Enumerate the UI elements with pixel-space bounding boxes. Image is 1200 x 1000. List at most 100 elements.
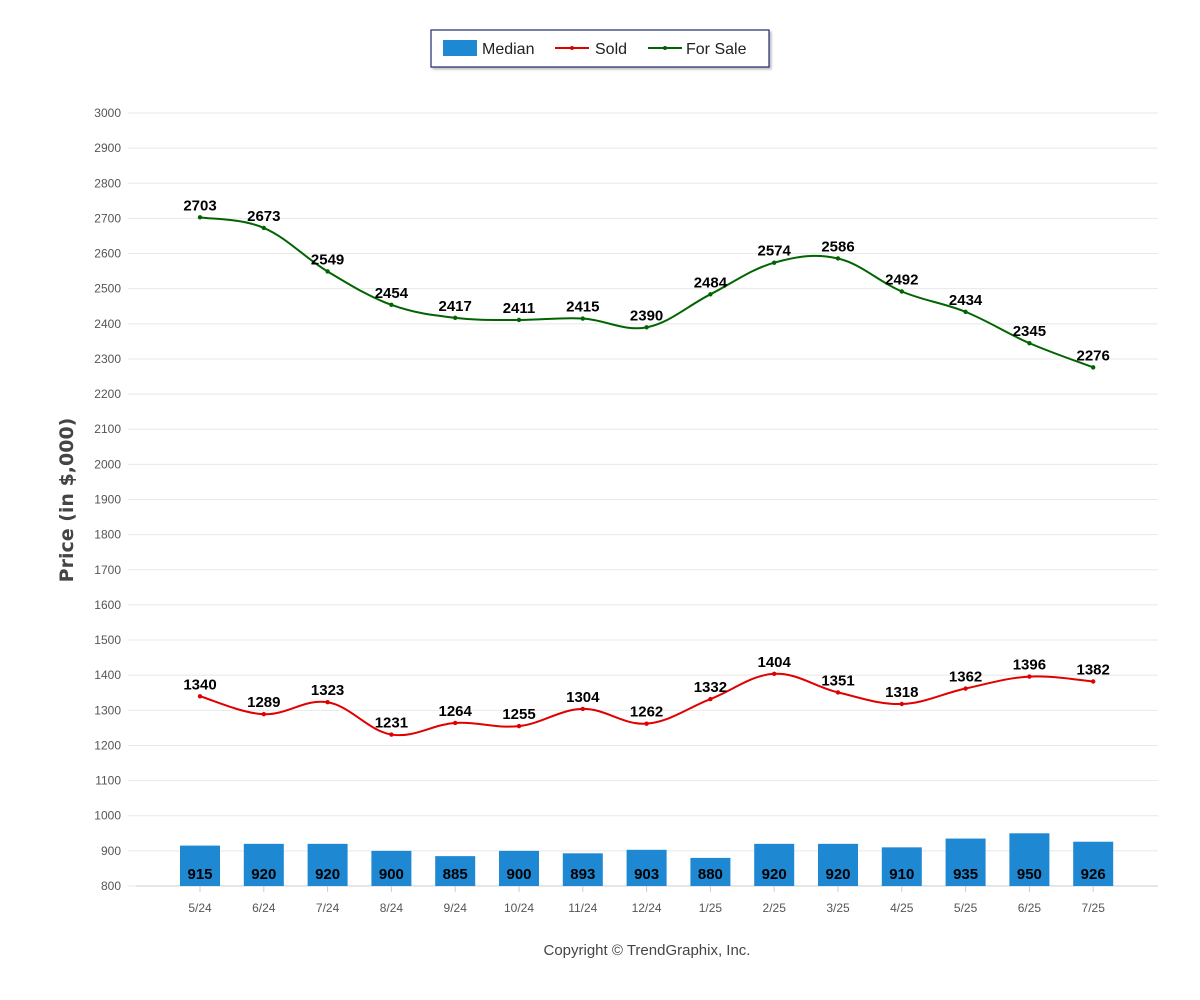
sold-data-label: 1362 (949, 669, 982, 686)
legend-label-median: Median (482, 41, 534, 58)
for-sale-point (261, 225, 266, 231)
median-bar (562, 853, 603, 886)
y-tick-label: 2600 (94, 247, 121, 261)
x-tick-label: 9/24 (444, 901, 468, 915)
x-tick-label: 5/25 (954, 901, 978, 915)
for-sale-data-label: 2549 (311, 251, 344, 268)
sold-point (1027, 674, 1032, 679)
sold-data-label: 1255 (502, 706, 535, 723)
median-data-label: 903 (634, 866, 659, 883)
sold-data-label: 1323 (311, 682, 344, 699)
median-data-label: 920 (762, 866, 787, 883)
y-tick-label: 900 (101, 844, 121, 858)
for-sale-point (708, 292, 713, 297)
for-sale-data-label: 2276 (1077, 347, 1110, 364)
sold-data-label: 1289 (247, 694, 280, 711)
sold-point (580, 706, 585, 712)
median-data-label: 893 (570, 866, 595, 883)
sold-point (197, 694, 203, 699)
x-tick-label: 8/24 (380, 901, 404, 915)
sold-point (963, 686, 968, 691)
y-tick-label: 2300 (94, 352, 121, 366)
for-sale-point (1027, 340, 1032, 346)
x-tick-label: 10/24 (504, 901, 534, 915)
legend-label-sold: Sold (595, 41, 627, 58)
sold-data-label: 1332 (694, 679, 727, 696)
median-data-label: 920 (825, 866, 850, 883)
for-sale-data-label: 2345 (1013, 323, 1046, 340)
median-bar (690, 857, 731, 886)
sold-point (835, 690, 841, 695)
median-data-label: 880 (698, 866, 723, 883)
sold-data-label: 1262 (630, 704, 663, 721)
median-bar (499, 850, 539, 886)
median-bars (180, 833, 1114, 886)
legend: Median Sold For Sale (430, 29, 770, 68)
median-data-label: 910 (889, 866, 914, 883)
series-points (197, 215, 1096, 737)
for-sale-point (197, 215, 203, 220)
median-data-label: 920 (315, 866, 340, 883)
sold-point (516, 723, 522, 729)
y-tick-label: 1900 (94, 493, 121, 507)
legend-box (430, 29, 770, 68)
median-data-label: 915 (187, 866, 212, 883)
for-sale-data-label: 2574 (758, 243, 792, 260)
legend-marker-for-sale (663, 46, 667, 50)
copyright-text: Copyright © TrendGraphix, Inc. (544, 942, 751, 959)
median-bar (754, 843, 795, 886)
median-bar (180, 845, 220, 886)
sold-data-label: 1231 (375, 715, 408, 732)
sold-point (453, 720, 458, 726)
median-bar (435, 856, 476, 886)
for-sale-data-label: 2454 (375, 285, 409, 302)
median-data-label: 920 (251, 866, 276, 883)
y-tick-label: 800 (101, 879, 121, 893)
y-tick-label: 1500 (94, 633, 121, 647)
sold-point (261, 711, 266, 717)
x-tick-label: 6/25 (1018, 901, 1042, 915)
grid (128, 112, 1158, 887)
y-tick-label: 1400 (94, 668, 121, 682)
x-tick-label: 4/25 (890, 901, 914, 915)
y-tick-label: 2500 (94, 282, 121, 296)
median-bar (1073, 841, 1114, 886)
median-bar (243, 843, 284, 886)
median-bar (307, 843, 348, 886)
y-axis-label: Price (in $,000) (56, 418, 78, 583)
data-labels: 915 920 920 900 885 900 893 903 880 920 920 910 935 9… (183, 197, 1110, 883)
median-data-label: 900 (379, 866, 404, 883)
sold-point (772, 671, 777, 676)
for-sale-point (772, 260, 777, 265)
median-bar (945, 838, 986, 886)
median-data-label: 885 (443, 866, 468, 883)
x-tick-label: 5/24 (188, 901, 212, 915)
median-data-label: 926 (1081, 866, 1106, 883)
for-sale-data-label: 2434 (949, 292, 983, 309)
sold-point (708, 696, 713, 702)
median-bar (818, 843, 858, 886)
sold-data-label: 1304 (566, 689, 600, 706)
x-tick-label: 6/24 (252, 901, 276, 915)
for-sale-data-label: 2673 (247, 208, 280, 225)
y-tick-label: 1600 (94, 598, 121, 612)
x-tick-label: 1/25 (699, 901, 723, 915)
y-tick-label: 2400 (94, 317, 121, 331)
x-tick-label: 12/24 (632, 901, 662, 915)
sold-data-label: 1382 (1077, 662, 1110, 679)
sold-point (899, 701, 904, 707)
y-tick-label: 2100 (94, 422, 121, 436)
for-sale-data-label: 2417 (439, 298, 472, 315)
for-sale-point (1091, 365, 1096, 370)
y-tick-label: 1000 (94, 809, 121, 823)
sold-point (389, 732, 394, 737)
for-sale-point (453, 315, 458, 321)
legend-swatch-median (443, 40, 477, 56)
for-sale-data-label: 2415 (566, 299, 599, 316)
for-sale-data-label: 2484 (694, 274, 728, 291)
for-sale-data-label: 2492 (885, 271, 918, 288)
x-tick-label: 3/25 (826, 901, 850, 915)
sold-point (325, 700, 330, 705)
for-sale-data-label: 2703 (183, 197, 216, 214)
x-tick-label: 7/25 (1082, 901, 1106, 915)
